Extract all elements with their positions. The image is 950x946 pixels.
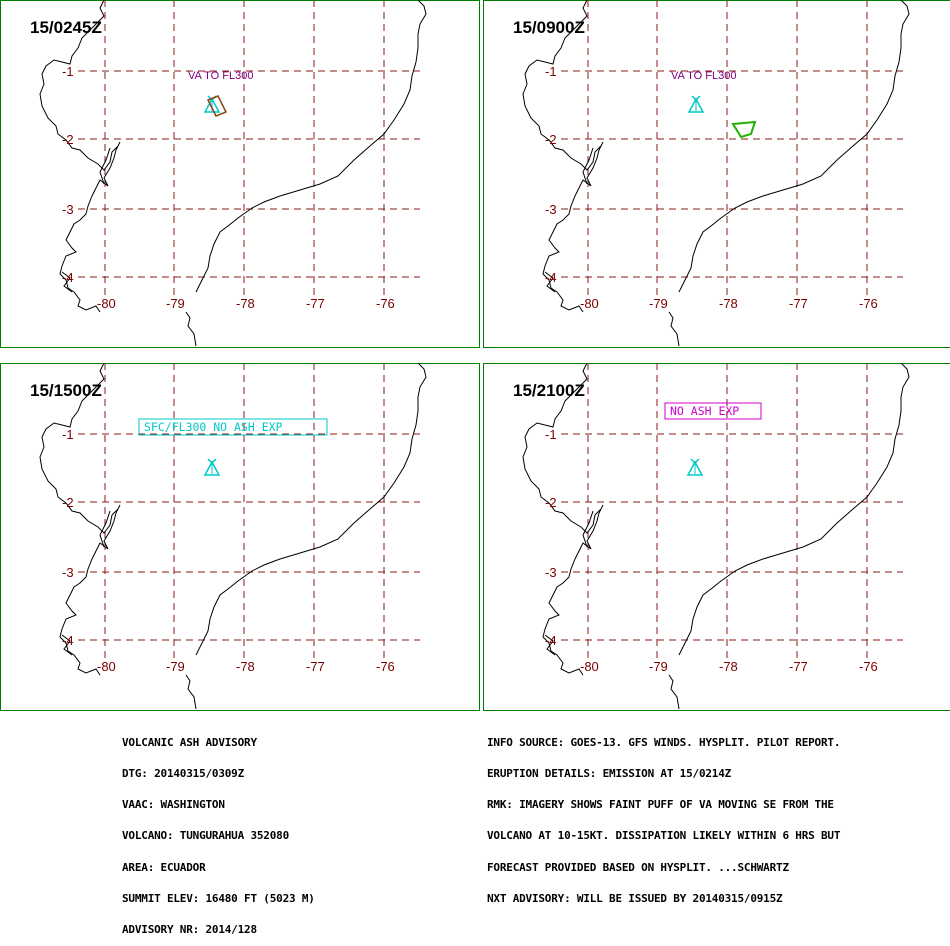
map-panel-2: -1 -2 -3 -4 -80 -79 -78 -77 -76 15/0900Z VA TO FL3… <box>483 0 950 348</box>
remark-line: FORECAST PROVIDED BASED ON HYSPLIT. ...S… <box>487 863 840 873</box>
remark-line: RMK: IMAGERY SHOWS FAINT PUFF OF VA MOVI… <box>487 800 840 810</box>
longitude-label: -80 <box>580 659 599 674</box>
longitude-label: -78 <box>236 659 255 674</box>
advisory-line: VOLCANO: TUNGURAHUA 352080 <box>122 831 315 841</box>
longitude-label: -76 <box>376 659 395 674</box>
longitude-label: -77 <box>306 296 325 311</box>
longitude-label: -80 <box>97 659 116 674</box>
longitude-label: -77 <box>789 659 808 674</box>
latitude-label: -2 <box>62 132 74 147</box>
longitude-label: -78 <box>719 296 738 311</box>
longitude-label: -79 <box>166 659 185 674</box>
forecast-time-label: 15/1500Z <box>30 381 102 400</box>
advisory-line: ADVISORY NR: 2014/128 <box>122 925 315 935</box>
map-panel-4: -1 -2 -3 -4 -80 -79 -78 -77 -76 15/2100Z NO ASH EX… <box>483 363 950 711</box>
latitude-label: -2 <box>545 132 557 147</box>
longitude-label: -80 <box>97 296 116 311</box>
ash-level-label: NO ASH EXP <box>670 404 739 418</box>
map-panel-1: -1 -2 -3 -4 -80 -79 -78 -77 -76 15/0245Z VA TO FL3… <box>0 0 480 348</box>
longitude-label: -76 <box>376 296 395 311</box>
forecast-time-label: 15/0900Z <box>513 18 585 37</box>
advisory-line: VOLCANIC ASH ADVISORY <box>122 738 315 748</box>
latitude-label: -4 <box>545 270 557 285</box>
longitude-label: -76 <box>859 659 878 674</box>
latitude-label: -1 <box>545 427 557 442</box>
latitude-label: -1 <box>62 64 74 79</box>
longitude-label: -77 <box>789 296 808 311</box>
remark-line: ERUPTION DETAILS: EMISSION AT 15/0214Z <box>487 769 840 779</box>
longitude-label: -79 <box>166 296 185 311</box>
latitude-label: -2 <box>545 495 557 510</box>
advisory-remarks-block: INFO SOURCE: GOES-13. GFS WINDS. HYSPLIT… <box>487 717 840 915</box>
advisory-line: SUMMIT ELEV: 16480 FT (5023 M) <box>122 894 315 904</box>
panel-frame <box>484 1 950 348</box>
latitude-label: -2 <box>62 495 74 510</box>
ash-level-label: VA TO FL300 <box>671 70 736 82</box>
advisory-header-block: VOLCANIC ASH ADVISORY DTG: 20140315/0309… <box>122 717 315 946</box>
latitude-label: -3 <box>62 202 74 217</box>
longitude-label: -77 <box>306 659 325 674</box>
latitude-label: -4 <box>62 633 74 648</box>
ash-level-label: VA TO FL300 <box>188 70 253 82</box>
latitude-label: -1 <box>545 64 557 79</box>
forecast-time-label: 15/0245Z <box>30 18 102 37</box>
latitude-label: -4 <box>545 633 557 648</box>
ash-level-label: SFC/FL300 NO ASH EXP <box>144 420 283 434</box>
latitude-label: -3 <box>62 565 74 580</box>
remark-line: NXT ADVISORY: WILL BE ISSUED BY 20140315… <box>487 894 840 904</box>
longitude-label: -78 <box>719 659 738 674</box>
advisory-line: VAAC: WASHINGTON <box>122 800 315 810</box>
advisory-line: DTG: 20140315/0309Z <box>122 769 315 779</box>
longitude-label: -80 <box>580 296 599 311</box>
latitude-label: -4 <box>62 270 74 285</box>
latitude-label: -3 <box>545 202 557 217</box>
longitude-label: -76 <box>859 296 878 311</box>
latitude-label: -1 <box>62 427 74 442</box>
latitude-label: -3 <box>545 565 557 580</box>
longitude-label: -79 <box>649 296 668 311</box>
longitude-label: -78 <box>236 296 255 311</box>
longitude-label: -79 <box>649 659 668 674</box>
forecast-time-label: 15/2100Z <box>513 381 585 400</box>
advisory-line: AREA: ECUADOR <box>122 863 315 873</box>
map-panel-3: -1 -2 -3 -4 -80 -79 -78 -77 -76 15/1500Z SFC/FL300… <box>0 363 480 711</box>
remark-line: VOLCANO AT 10-15KT. DISSIPATION LIKELY W… <box>487 831 840 841</box>
remark-line: INFO SOURCE: GOES-13. GFS WINDS. HYSPLIT… <box>487 738 840 748</box>
